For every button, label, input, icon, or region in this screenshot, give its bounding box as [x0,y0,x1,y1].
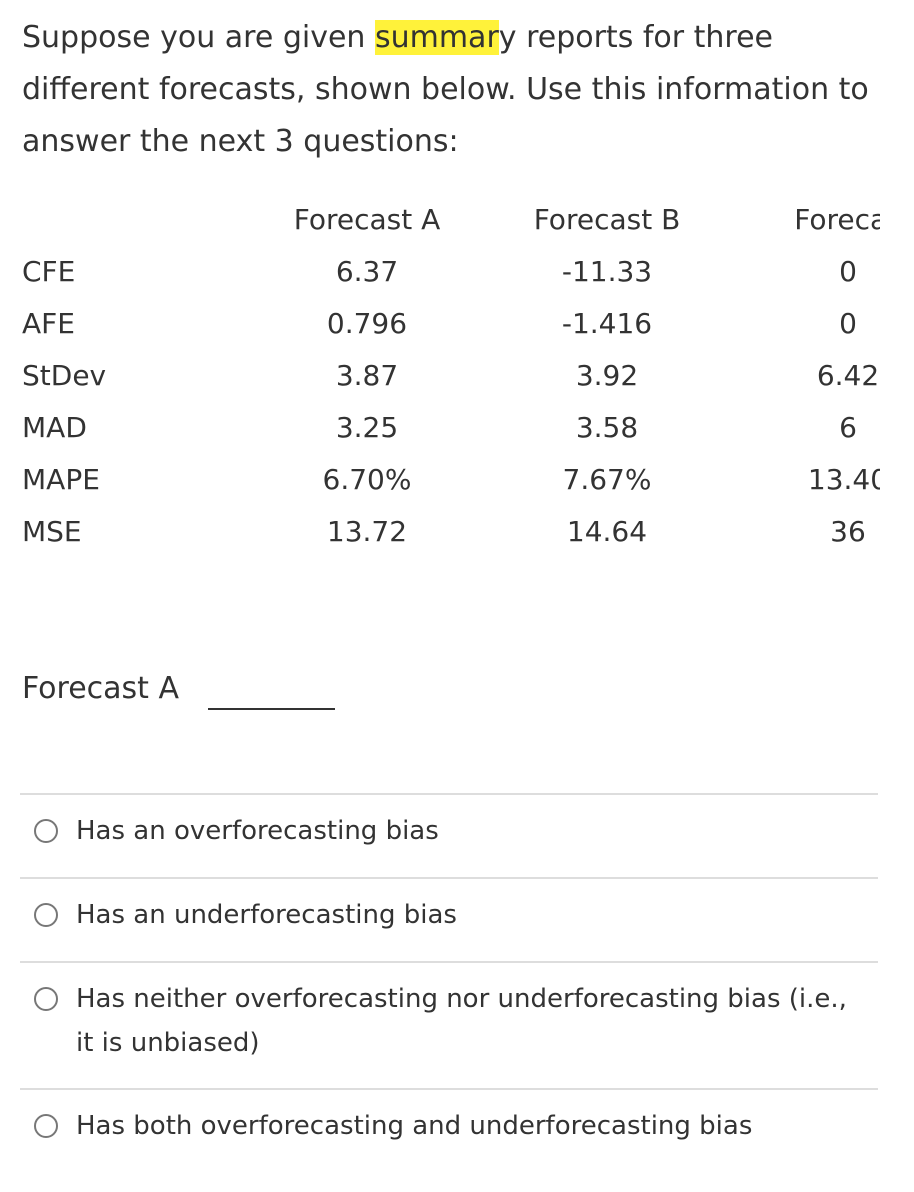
table-cell: 13.72 [326,515,408,548]
option-label[interactable]: Has an overforecasting bias [76,816,439,846]
separator [20,877,878,879]
column-header: Forecast B [533,203,681,236]
intro-text: y reports for three different forecasts,… [22,20,869,159]
table-cell: -11.33 [561,255,653,288]
radio-button[interactable] [34,987,58,1011]
intro-text: Suppose you are given [22,20,375,55]
intro: Suppose you are given summary reports fo… [22,12,892,168]
separator [20,793,878,795]
row-label: CFE [22,255,76,288]
row-label: MSE [22,515,82,548]
table-cell: 3.25 [335,411,399,444]
separator [20,961,878,963]
option-label[interactable]: Has an underforecasting bias [76,900,457,930]
row-label: MAPE [22,463,100,496]
blank [208,708,335,710]
table-cell: 6.70% [322,463,412,496]
table-cell: 7.67% [562,463,652,496]
table-cell: 6.42 [816,359,880,392]
table-cell: 6 [839,411,857,444]
radio-button[interactable] [34,1114,58,1138]
highlight: summar [374,20,499,55]
radio-button[interactable] [34,819,58,843]
table-cell: 0 [839,255,857,288]
table-cell: 3.92 [575,359,639,392]
column-header: Forecast A [293,203,441,236]
column-header: Forecas [794,203,880,236]
row-label: StDev [22,359,107,392]
table-cell: 36 [830,515,866,548]
table: Forecast A Forecast B Forecas CFE 6.37 -11.33… [0,194,880,564]
separator [20,1088,878,1090]
option-label[interactable]: Has both overforecasting and underforeca… [76,1111,753,1141]
row-label: AFE [22,307,75,340]
question-label: Forecast A [22,671,180,706]
table-cell: 0.796 [326,307,408,340]
table-cell: 3.58 [575,411,639,444]
table-cell: 0 [839,307,857,340]
table-cell: 14.64 [566,515,648,548]
table-cell: 6.37 [335,255,399,288]
option-label[interactable]: Has neither overforecasting nor underfor… [76,984,847,1058]
table-cell: 3.87 [335,359,399,392]
table-cell: 13.40 [807,463,880,496]
row-label: MAD [22,411,87,444]
radio-button[interactable] [34,903,58,927]
table-cell: -1.416 [561,307,653,340]
